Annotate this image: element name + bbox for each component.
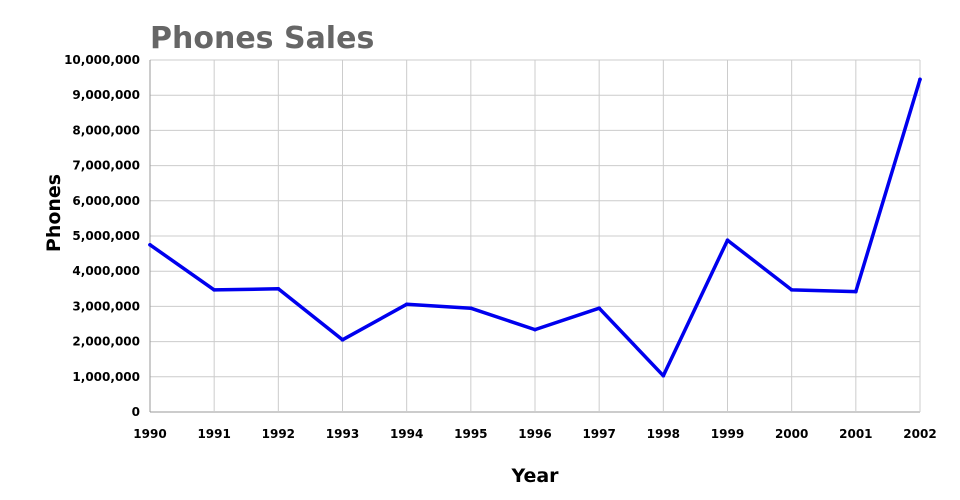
y-tick-label: 4,000,000 [72, 264, 140, 278]
x-tick-label: 1993 [326, 427, 359, 441]
x-tick-label: 1997 [582, 427, 615, 441]
y-axis-label: Phones [43, 174, 65, 252]
x-tick-label: 1992 [262, 427, 295, 441]
x-tick-label: 1995 [454, 427, 487, 441]
chart-title: Phones Sales [150, 21, 374, 56]
data-point [276, 287, 281, 291]
grid [149, 59, 921, 413]
y-tick-label: 6,000,000 [72, 194, 140, 208]
x-tick-label: 1991 [197, 427, 230, 441]
data-point [725, 238, 730, 243]
data-point [789, 288, 794, 292]
y-tick-label: 1,000,000 [72, 370, 140, 384]
data-point [533, 327, 537, 332]
data-point [854, 289, 858, 294]
y-tick-label: 7,000,000 [72, 159, 140, 173]
data-point [148, 243, 152, 247]
y-tick-label: 0 [132, 405, 140, 419]
x-axis-ticks: 1990 1991 1992 1993 1994 1995 1996 1997 1998 1999… [133, 427, 936, 441]
y-tick-label: 9,000,000 [72, 88, 140, 102]
x-tick-label: 1996 [518, 427, 551, 441]
x-tick-label: 1990 [133, 427, 166, 441]
x-tick-label: 1994 [390, 427, 423, 441]
series-group [148, 77, 922, 378]
data-point [661, 373, 666, 378]
x-tick-label: 2001 [839, 427, 872, 441]
y-tick-label: 10,000,000 [64, 53, 140, 67]
x-tick-label: 1998 [647, 427, 680, 441]
data-point [212, 288, 216, 292]
x-tick-label: 1999 [711, 427, 744, 441]
x-tick-label: 2002 [903, 427, 936, 441]
y-tick-label: 8,000,000 [72, 123, 140, 137]
x-tick-label: 2000 [775, 427, 808, 441]
y-tick-label: 5,000,000 [72, 229, 140, 243]
data-point [918, 77, 922, 82]
data-point [404, 302, 409, 307]
y-tick-label: 3,000,000 [72, 299, 140, 313]
data-point [340, 338, 345, 342]
y-tick-label: 2,000,000 [72, 335, 140, 349]
data-point [597, 306, 601, 310]
x-axis-label: Year [510, 465, 559, 487]
data-point [469, 306, 473, 310]
y-axis-ticks: 0 1,000,000 2,000,000 3,000,000 4,000,000 5,0… [64, 53, 140, 419]
